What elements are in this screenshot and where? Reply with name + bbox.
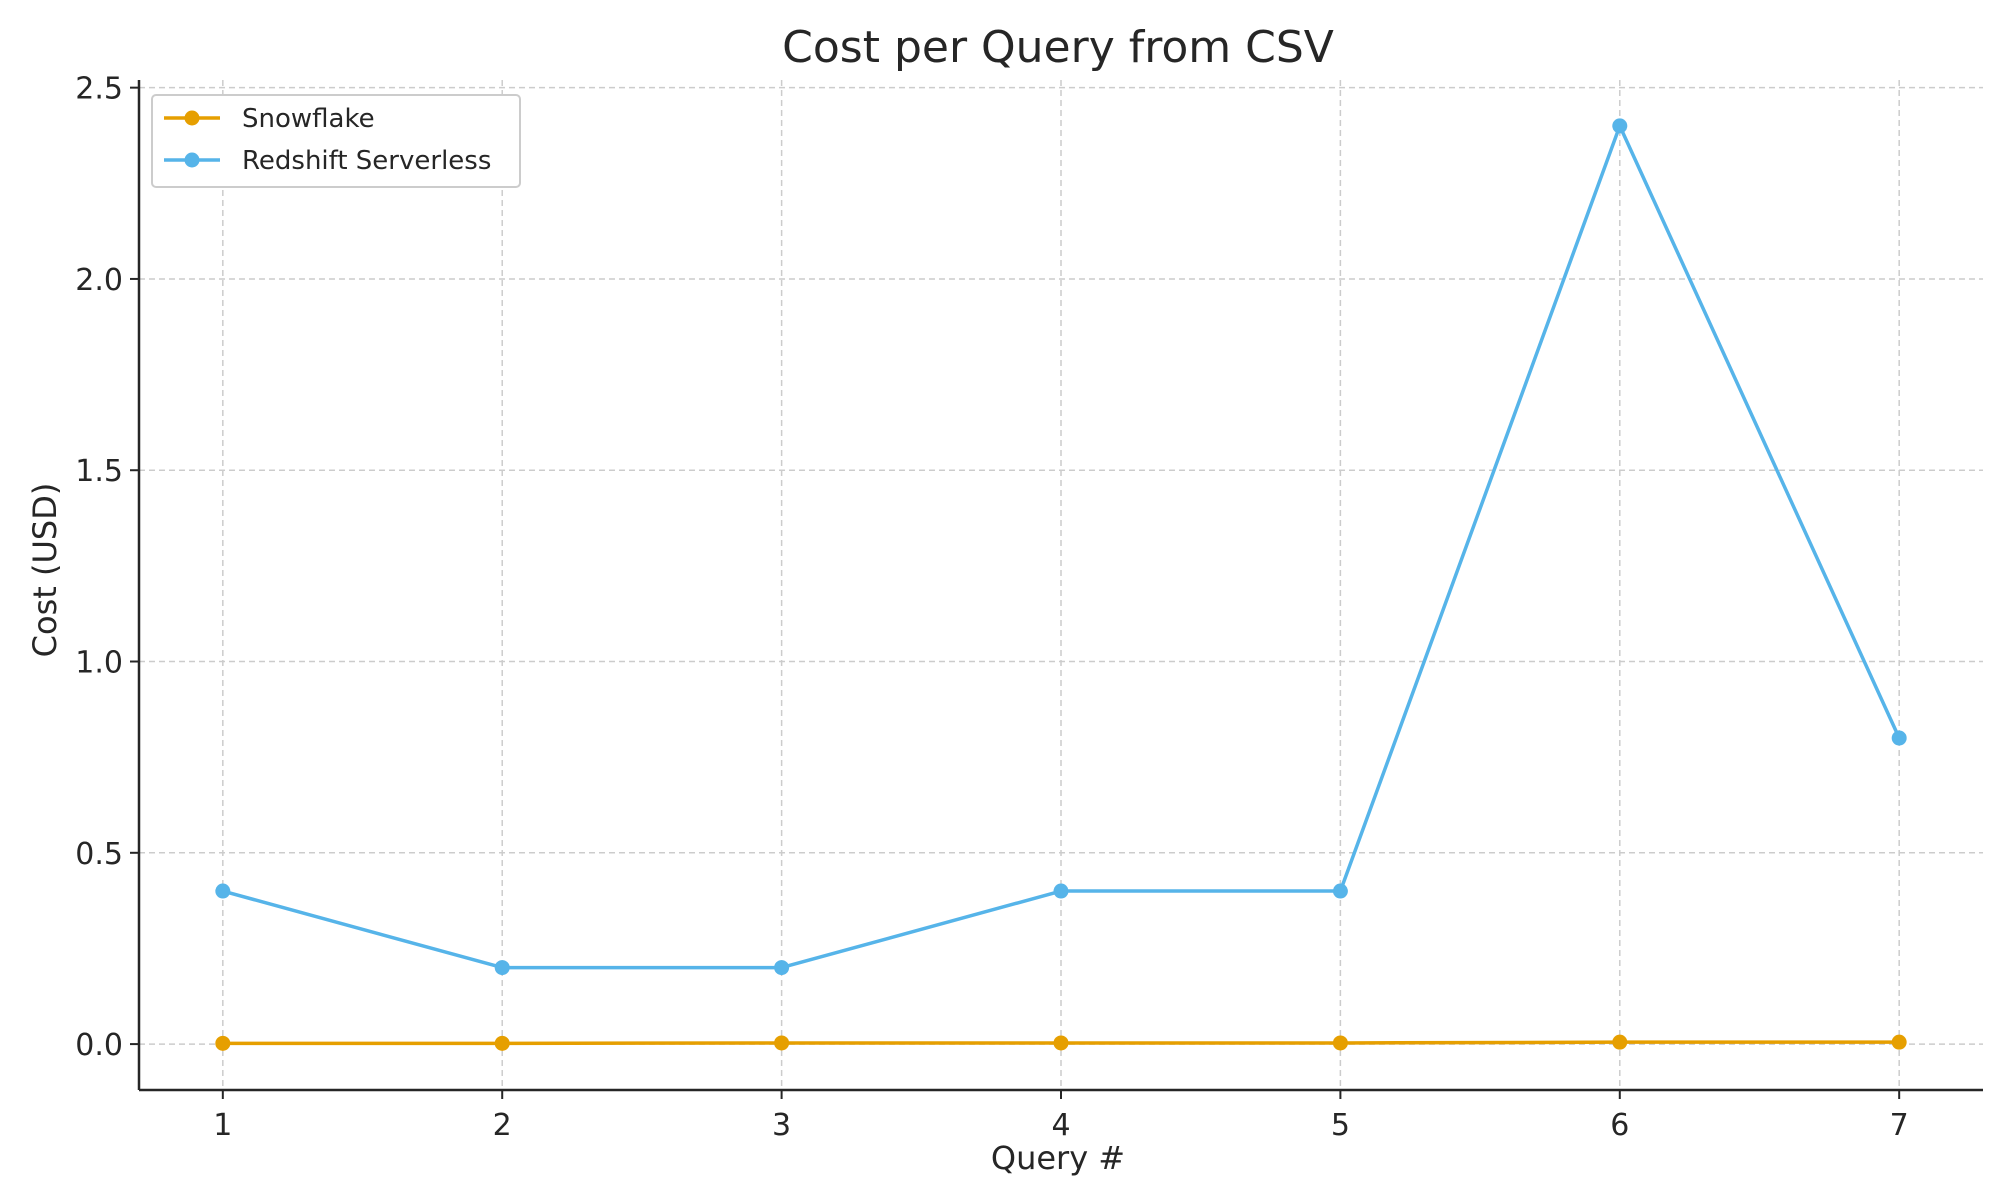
y-tick-label: 1.0 (75, 646, 123, 681)
legend-box (151, 94, 521, 188)
data-point (494, 1035, 510, 1051)
x-tick-label: 2 (493, 1108, 512, 1143)
y-tick-label: 1.5 (75, 454, 123, 489)
x-tick-label: 6 (1610, 1108, 1629, 1143)
x-tick-label: 5 (1331, 1108, 1350, 1143)
x-tick-label: 3 (772, 1108, 791, 1143)
legend-label: Redshift Serverless (242, 146, 491, 176)
x-tick-label: 4 (1051, 1108, 1070, 1143)
legend-label: Snowflake (242, 104, 375, 134)
data-point (1891, 1034, 1907, 1050)
data-point (215, 883, 231, 899)
data-point (1332, 1035, 1348, 1051)
legend-marker (184, 152, 200, 168)
data-point (1332, 883, 1348, 899)
y-tick-label: 0.0 (75, 1028, 123, 1063)
series-layer (215, 118, 1907, 1051)
data-point (1612, 118, 1628, 134)
y-tick-label: 2.5 (75, 72, 123, 107)
data-point (494, 960, 510, 976)
data-point (1891, 730, 1907, 746)
data-point (774, 960, 790, 976)
legend: Snowflake Redshift Serverless (151, 94, 521, 188)
data-point (215, 1035, 231, 1051)
data-point (1612, 1034, 1628, 1050)
series-snowflake (215, 1034, 1907, 1051)
y-axis-label: Cost (USD) (26, 483, 64, 658)
x-tick-label: 7 (1890, 1108, 1909, 1143)
grid (139, 80, 1983, 1090)
legend-marker (184, 110, 200, 126)
x-axis-label: Query # (991, 1139, 1125, 1177)
chart-title: Cost per Query from CSV (782, 22, 1334, 73)
x-tick-label: 1 (213, 1108, 232, 1143)
data-point (1053, 883, 1069, 899)
series-redshift-serverless (215, 118, 1907, 976)
data-point (774, 1035, 790, 1051)
y-tick-label: 0.5 (75, 837, 123, 872)
y-tick-label: 2.0 (75, 263, 123, 298)
axes: 1 2 3 4 5 6 7 0.0 0.5 1.0 1.5 2.0 2.5 (75, 72, 1983, 1143)
data-point (1053, 1035, 1069, 1051)
